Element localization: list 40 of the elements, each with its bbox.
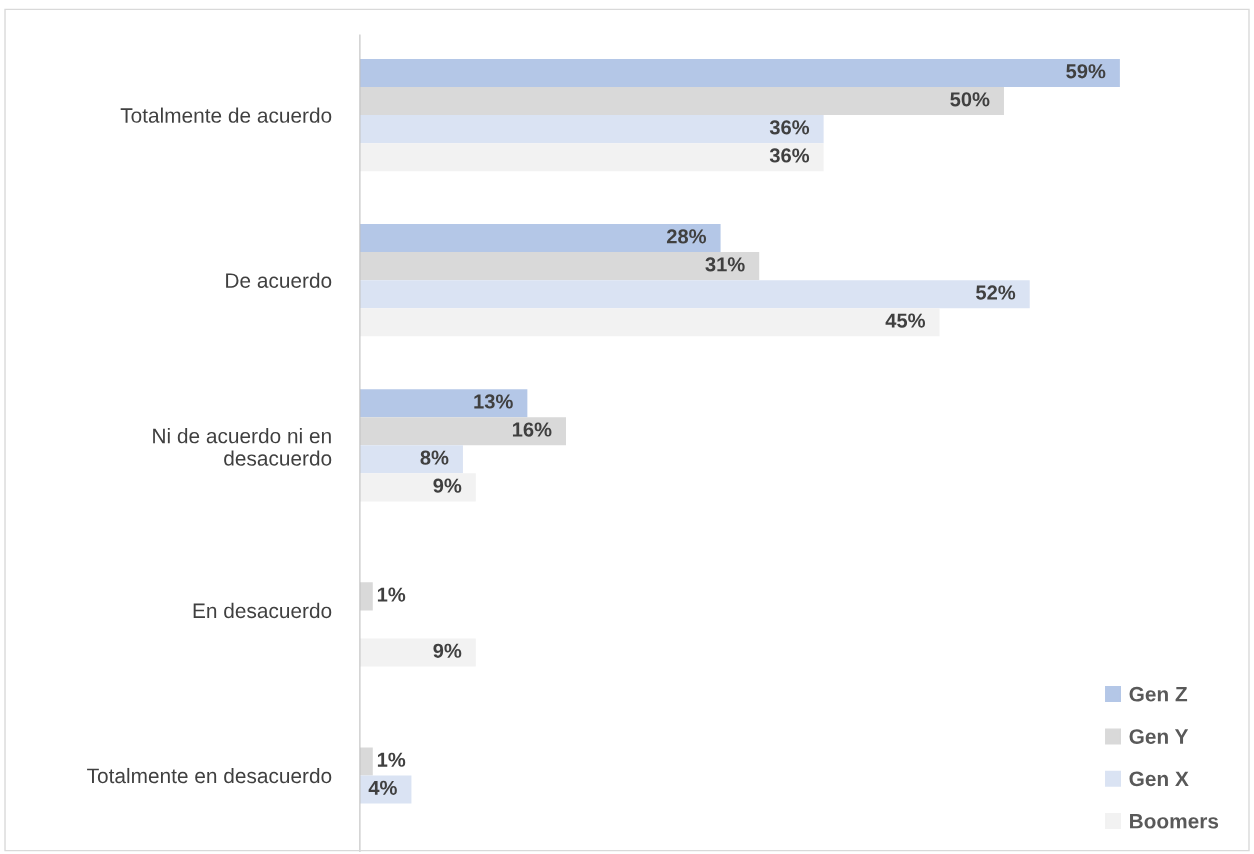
legend-label: Gen Y	[1129, 729, 1189, 744]
bar	[359, 582, 373, 611]
data-label: 50%	[950, 92, 990, 107]
bar	[359, 473, 476, 502]
data-label: 13%	[474, 394, 513, 409]
y-tick-label: Totalmente de acuerdo	[120, 107, 332, 123]
bar	[359, 58, 1120, 88]
y-tick-label: Totalmente en desacuerdo	[87, 767, 332, 784]
bar	[359, 143, 824, 172]
data-label: 9%	[433, 643, 462, 658]
data-label: 9%	[433, 478, 462, 493]
y-tick-label: De acuerdo	[226, 272, 332, 288]
bar	[359, 747, 373, 776]
bar	[359, 224, 721, 253]
data-label: 45%	[885, 313, 926, 328]
data-label: 36%	[769, 120, 810, 135]
bar	[359, 87, 1004, 116]
data-label: 1%	[377, 587, 406, 602]
bar	[359, 308, 940, 337]
legend-label: Boomers	[1130, 814, 1219, 829]
data-label: 36%	[769, 148, 810, 163]
data-label: 16%	[512, 422, 552, 437]
bar	[359, 115, 824, 144]
bar	[359, 389, 528, 418]
legend-label: Gen Z	[1129, 686, 1188, 702]
bar	[359, 445, 463, 474]
data-label: 4%	[368, 780, 397, 795]
data-label: 8%	[420, 450, 449, 465]
data-label: 31%	[705, 257, 745, 272]
y-tick-label: Ni de acuerdo ni en desacuerdo	[153, 428, 332, 466]
y-tick-label: En desacuerdo	[193, 602, 332, 619]
bar	[359, 638, 476, 667]
data-label: 28%	[666, 229, 707, 244]
data-label: 1%	[377, 752, 406, 767]
data-label: 59%	[1066, 64, 1106, 79]
bar	[359, 252, 760, 281]
bar	[359, 417, 566, 446]
legend-label: Gen X	[1129, 771, 1189, 787]
bar	[359, 280, 1030, 309]
data-label: 52%	[976, 285, 1016, 300]
